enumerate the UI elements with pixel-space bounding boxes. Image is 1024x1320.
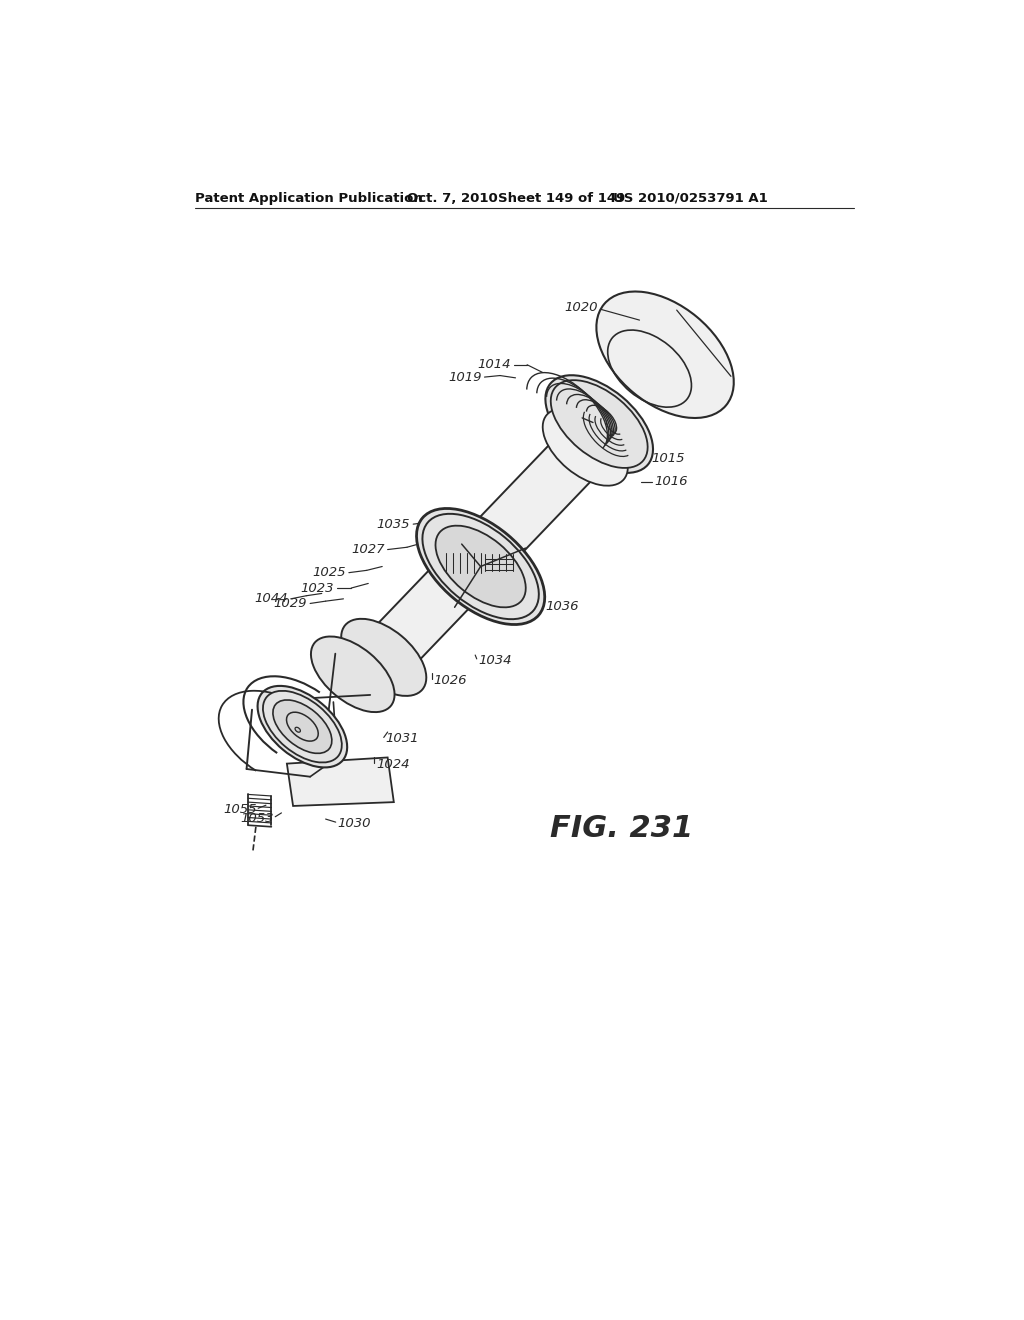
Ellipse shape [341,619,426,696]
Polygon shape [335,636,401,694]
Text: 1020: 1020 [564,301,598,314]
Text: 1019: 1019 [447,371,481,384]
Text: 1024: 1024 [376,758,410,771]
Text: 1031: 1031 [385,733,419,746]
Ellipse shape [435,525,525,607]
Text: 1035: 1035 [377,517,410,531]
Text: FIG. 231: FIG. 231 [550,814,693,842]
Text: 1018: 1018 [553,441,586,454]
Text: 1036: 1036 [545,601,579,612]
Text: 1029: 1029 [273,597,307,610]
Ellipse shape [273,700,332,754]
Ellipse shape [287,713,318,741]
Text: 1026: 1026 [433,675,467,686]
Ellipse shape [258,686,347,767]
Ellipse shape [263,690,342,763]
Text: 1015: 1015 [651,453,685,465]
Text: 1030: 1030 [337,817,371,830]
Text: 1053: 1053 [241,812,273,825]
Ellipse shape [423,513,539,619]
Ellipse shape [417,508,545,624]
Text: 1055: 1055 [223,804,257,816]
Ellipse shape [596,292,734,418]
Ellipse shape [311,636,394,711]
Polygon shape [287,758,394,807]
Text: 1044: 1044 [254,593,288,606]
Text: 1025: 1025 [312,566,346,579]
Text: Sheet 149 of 149: Sheet 149 of 149 [499,191,626,205]
Text: 1016: 1016 [654,475,688,488]
Text: Patent Application Publication: Patent Application Publication [196,191,423,205]
Ellipse shape [543,409,628,486]
Text: 1023: 1023 [301,582,334,594]
Text: 1014: 1014 [477,358,511,371]
Text: US 2010/0253791 A1: US 2010/0253791 A1 [613,191,768,205]
Text: Oct. 7, 2010: Oct. 7, 2010 [407,191,498,205]
Ellipse shape [295,727,300,733]
Ellipse shape [551,380,647,469]
Polygon shape [366,426,603,678]
Ellipse shape [546,375,653,473]
Text: 1027: 1027 [351,543,385,556]
Text: 1034: 1034 [478,653,512,667]
